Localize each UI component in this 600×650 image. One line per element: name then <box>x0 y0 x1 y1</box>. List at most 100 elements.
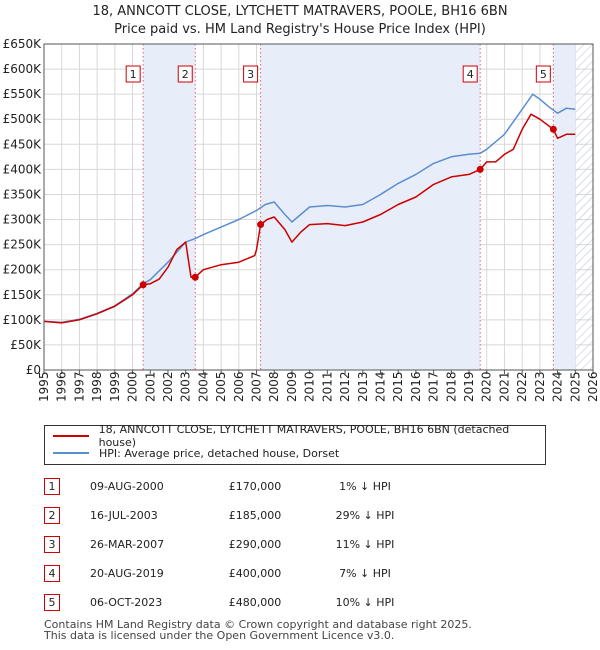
legend-label-hpi: HPI: Average price, detached house, Dors… <box>99 446 340 460</box>
sale-price: £480,000 <box>228 596 282 609</box>
sale-hpi-diff: 29% ↓ HPI <box>335 509 395 522</box>
sale-price: £400,000 <box>228 567 282 580</box>
x-tick-label: 2000 <box>126 371 140 402</box>
y-tick-label: £150K <box>3 288 43 302</box>
sale-point <box>139 281 147 289</box>
sale-marker-label: 4 <box>467 68 474 81</box>
hatched-future-area <box>575 44 593 370</box>
shaded-ownership-spans <box>143 44 593 370</box>
footer: Contains HM Land Registry data © Crown c… <box>44 619 472 641</box>
sale-hpi-diff: 1% ↓ HPI <box>339 480 391 493</box>
y-tick-label: £400K <box>3 162 43 176</box>
x-tick-label: 2017 <box>427 371 441 402</box>
y-tick-label: £600K <box>3 62 43 76</box>
x-tick-label: 1997 <box>72 371 86 402</box>
legend-swatch-hpi <box>53 452 89 454</box>
sale-hpi-diff: 11% ↓ HPI <box>335 538 395 551</box>
x-tick-label: 2022 <box>515 371 529 402</box>
table-row: 2 16-JUL-2003 £185,000 29% ↓ HPI <box>44 501 420 530</box>
sale-date: 09-AUG-2000 <box>90 480 164 493</box>
shaded-span <box>143 44 196 370</box>
sale-marker-box <box>462 65 478 83</box>
y-tick-label: £500K <box>3 112 43 126</box>
x-tick-label: 2011 <box>320 371 334 402</box>
x-tick-label: 2005 <box>214 371 228 402</box>
sale-date: 06-OCT-2023 <box>90 596 163 609</box>
x-tick-label: 2016 <box>409 371 423 402</box>
legend-swatch-property <box>53 435 89 437</box>
y-tick-label: £50K <box>10 338 42 352</box>
sale-marker-box <box>535 65 551 83</box>
axes: £0 £50K £100K £150K £200K £250K £300K £350K £400… <box>3 37 600 402</box>
legend-item-property: 18, ANNCOTT CLOSE, LYTCHETT MATRAVERS, P… <box>53 423 545 449</box>
sale-marker-box <box>125 65 141 83</box>
sale-point <box>549 125 557 133</box>
price-chart: 1 2 3 4 5 £0 £50K £100K £150K £200K £250K £300K £35… <box>3 37 600 402</box>
legend: 18, ANNCOTT CLOSE, LYTCHETT MATRAVERS, P… <box>44 423 546 465</box>
y-tick-label: £0 <box>26 363 41 377</box>
sale-marker-label: 2 <box>182 68 189 81</box>
chart-title: 18, ANNCOTT CLOSE, LYTCHETT MATRAVERS, P… <box>92 4 508 19</box>
y-tick-label: £300K <box>3 213 43 227</box>
shaded-span <box>260 44 481 370</box>
x-tick-label: 2020 <box>480 371 494 402</box>
x-tick-label: 2024 <box>551 371 565 402</box>
sale-number: 3 <box>44 536 60 553</box>
sale-point <box>476 165 484 173</box>
x-tick-label: 2019 <box>462 371 476 402</box>
sale-marker-label: 1 <box>130 68 137 81</box>
chart-subtitle: Price paid vs. HM Land Registry's House … <box>114 22 486 37</box>
sale-hpi-diff: 7% ↓ HPI <box>339 567 391 580</box>
y-tick-label: £350K <box>3 187 43 201</box>
x-tick-label: 2001 <box>143 371 157 402</box>
sale-marker-label: 5 <box>540 68 547 81</box>
x-tick-label: 2013 <box>356 371 370 402</box>
x-tick-label: 2015 <box>391 371 405 402</box>
property-price-line <box>43 113 576 324</box>
x-tick-label: 2008 <box>267 371 281 402</box>
shaded-span <box>553 44 576 370</box>
sale-number: 4 <box>44 565 60 582</box>
sale-date: 16-JUL-2003 <box>90 509 158 522</box>
x-tick-label: 1995 <box>37 371 51 402</box>
sale-price: £170,000 <box>228 480 282 493</box>
x-tick-label: 2007 <box>250 371 264 402</box>
sale-marker-label: 3 <box>247 68 254 81</box>
x-tick-label: 2002 <box>161 371 175 402</box>
sale-number: 1 <box>44 478 60 495</box>
x-tick-label: 2025 <box>568 371 582 402</box>
table-row: 5 06-OCT-2023 £480,000 10% ↓ HPI <box>44 588 420 617</box>
x-tick-label: 1996 <box>55 371 69 402</box>
sale-hpi-diff: 10% ↓ HPI <box>335 596 395 609</box>
sale-marker-box <box>243 65 259 83</box>
sale-number: 2 <box>44 507 60 524</box>
sale-marker-box <box>177 65 193 83</box>
x-tick-label: 1998 <box>90 371 104 402</box>
sale-markers: 1 2 3 4 5 <box>125 44 557 370</box>
x-tick-label: 2009 <box>285 371 299 402</box>
sale-price: £290,000 <box>228 538 282 551</box>
x-tick-label: 2023 <box>533 371 547 402</box>
footer-licence: This data is licensed under the Open Gov… <box>44 629 395 642</box>
sale-point <box>257 221 265 229</box>
legend-item-hpi: HPI: Average price, detached house, Dors… <box>53 446 339 460</box>
table-row: 4 20-AUG-2019 £400,000 7% ↓ HPI <box>44 559 420 588</box>
x-tick-label: 2014 <box>373 371 387 402</box>
sale-date: 26-MAR-2007 <box>90 538 165 551</box>
x-tick-label: 2012 <box>338 371 352 402</box>
table-row: 3 26-MAR-2007 £290,000 11% ↓ HPI <box>44 530 420 559</box>
x-tick-label: 2021 <box>497 371 511 402</box>
footer-copyright: Contains HM Land Registry data © Crown c… <box>44 618 472 631</box>
y-tick-label: £100K <box>3 313 43 327</box>
y-tick-label: £650K <box>3 37 43 51</box>
sales-table: 1 09-AUG-2000 £170,000 1% ↓ HPI 2 16-JUL… <box>44 472 420 617</box>
sale-point <box>191 273 199 281</box>
x-tick-label: 1999 <box>108 371 122 402</box>
x-tick-label: 2006 <box>232 371 246 402</box>
x-tick-label: 2010 <box>303 371 317 402</box>
plot-frame <box>43 43 594 371</box>
sale-number: 5 <box>44 594 60 611</box>
x-tick-label: 2003 <box>179 371 193 402</box>
y-tick-label: £250K <box>3 238 43 252</box>
x-tick-label: 2018 <box>444 371 458 402</box>
